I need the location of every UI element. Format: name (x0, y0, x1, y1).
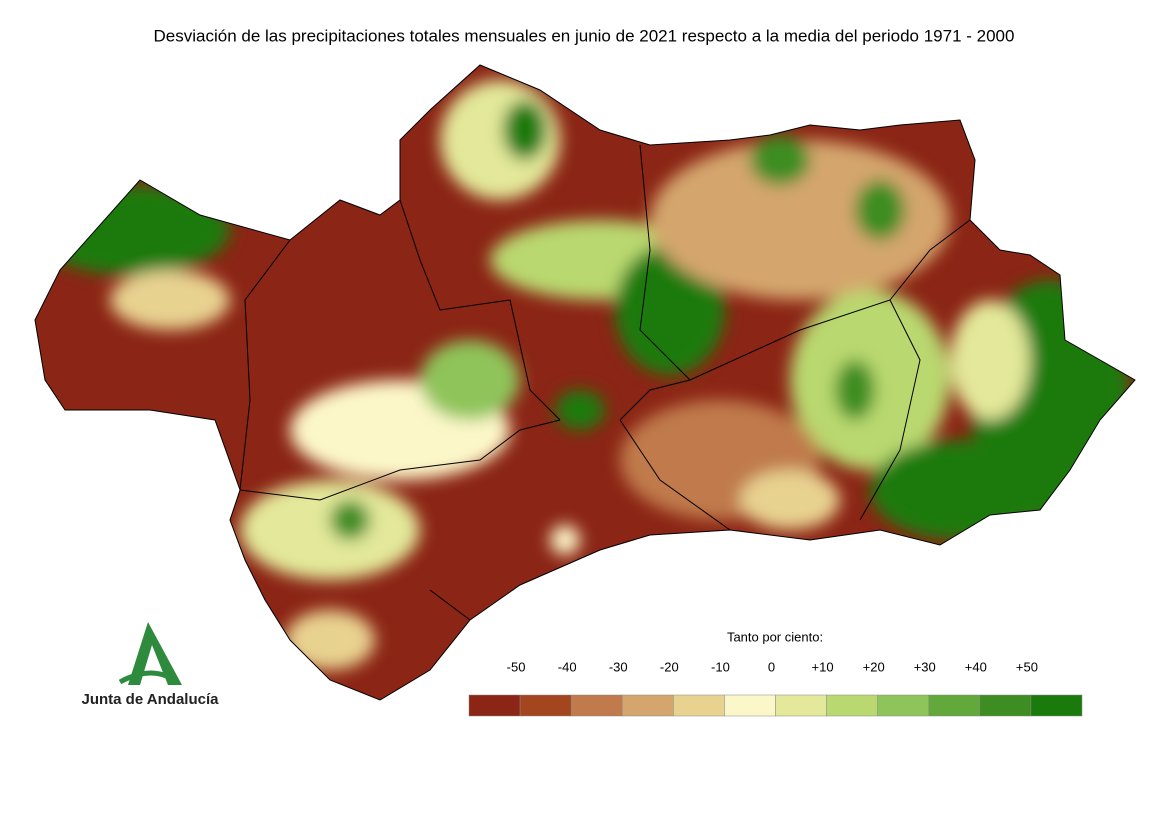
province-borders (239, 144, 971, 621)
legend-label: Tanto por ciento: (727, 629, 823, 644)
legend-swatch (622, 694, 674, 717)
legend-tick-label: +20 (863, 659, 885, 674)
legend-swatch (1030, 694, 1083, 717)
map-title: Desviación de las precipitaciones totale… (154, 26, 1015, 45)
legend-tick-label: +50 (1016, 659, 1038, 674)
legend-tick-label: -20 (660, 659, 679, 674)
logo-text: Junta de Andalucía (82, 691, 220, 708)
logo-mark (128, 622, 182, 685)
legend-swatch (724, 694, 776, 717)
legend-tick-label: +10 (812, 659, 834, 674)
legend-tick-label: +40 (965, 659, 987, 674)
logo-arc (118, 670, 177, 685)
legend-swatch (826, 694, 878, 717)
logo: Junta de Andalucía (82, 622, 220, 708)
legend-swatch (877, 694, 930, 717)
legend-swatch (928, 694, 981, 717)
legend-swatch (979, 694, 1032, 717)
legend-tick-label: -10 (711, 659, 730, 674)
legend-swatch (570, 694, 623, 717)
legend-swatch (519, 694, 572, 717)
legend-swatch (673, 694, 725, 717)
legend-swatch (468, 694, 521, 717)
legend-swatch (775, 694, 827, 717)
legend: -50 -40 -30 -20 -10 0 +10 +20 +30 +40 +50 (468, 659, 1083, 717)
legend-tick-label: -50 (507, 659, 526, 674)
legend-tick-label: 0 (768, 659, 775, 674)
legend-tick-label: +30 (914, 659, 936, 674)
legend-tick-label: -30 (609, 659, 628, 674)
legend-tick-label: -40 (558, 659, 577, 674)
